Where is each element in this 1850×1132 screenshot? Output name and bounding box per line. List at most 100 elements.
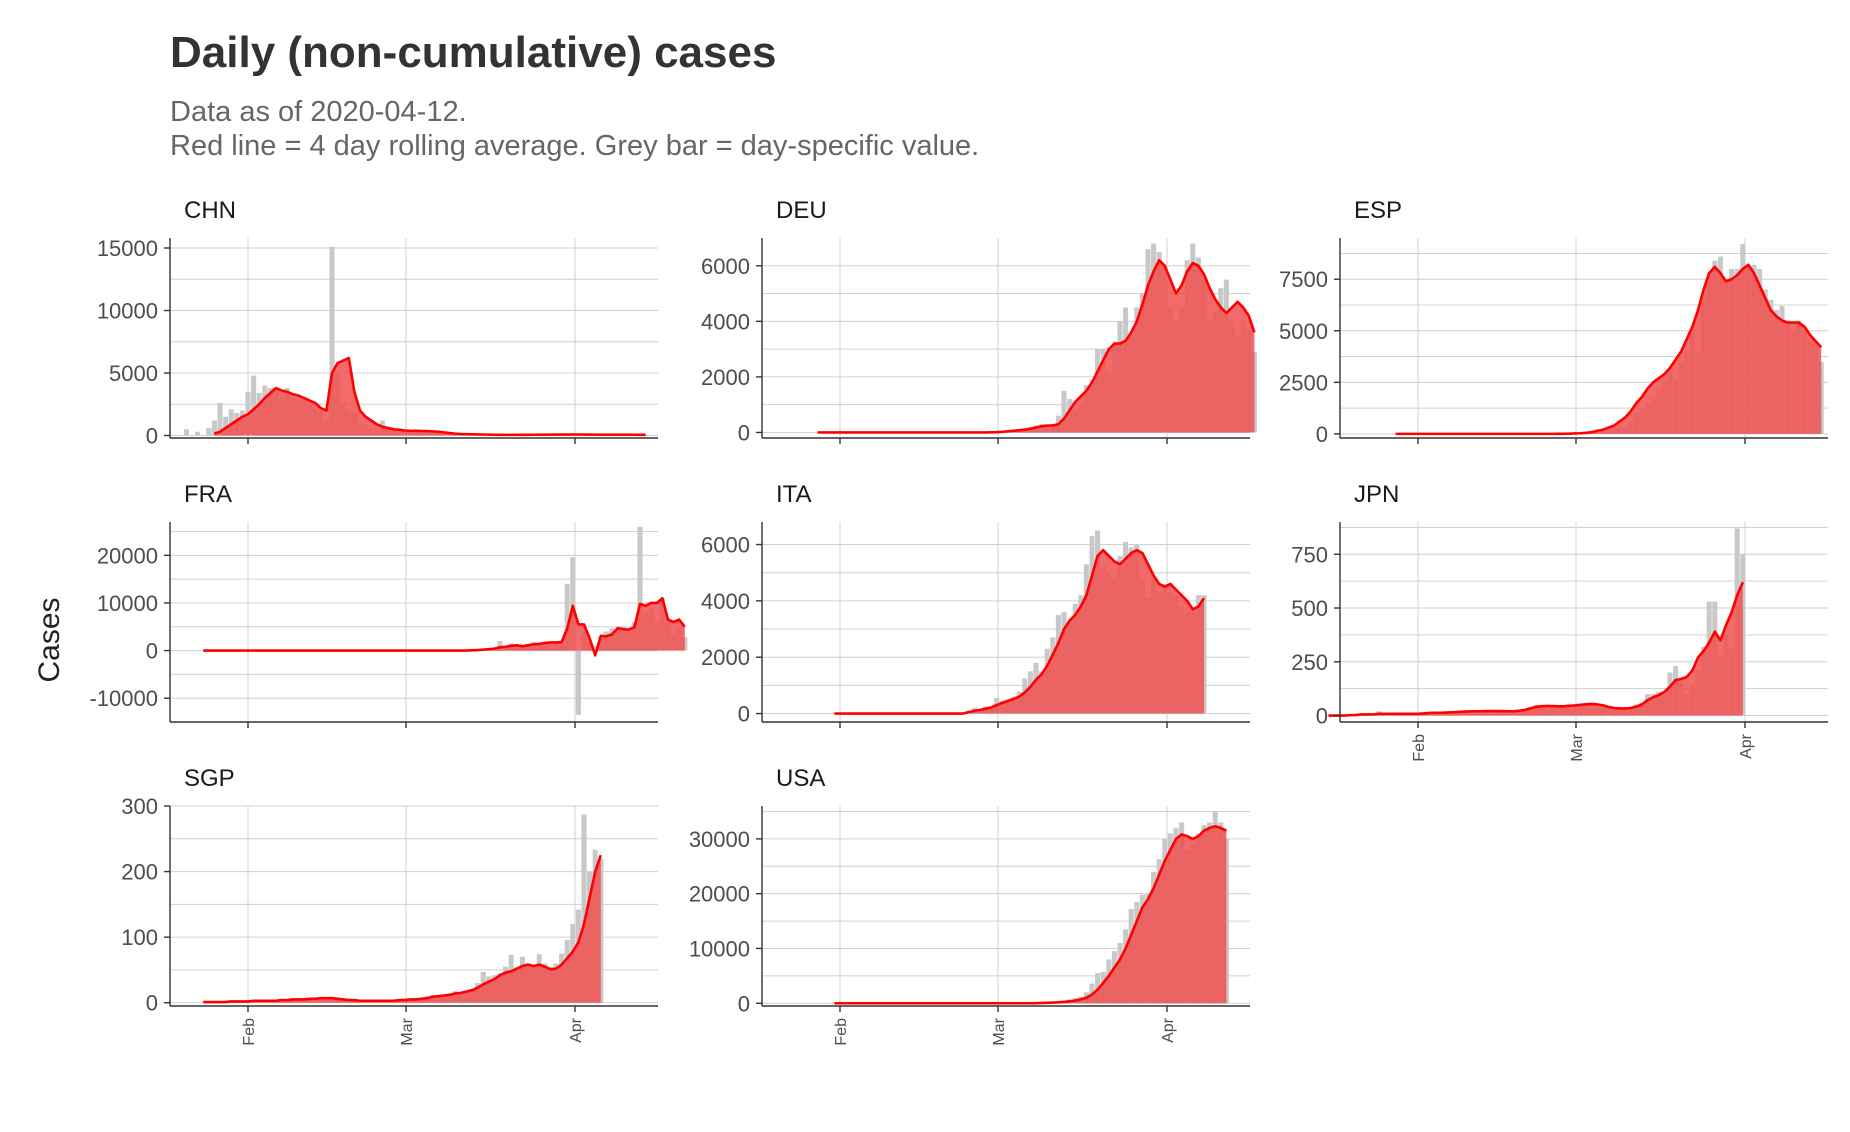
facet-label: FRA — [184, 481, 232, 508]
panel-sgp: 0 100 200 300 Feb Mar Apr SGP — [121, 765, 658, 1046]
rolling-average-area-fra — [203, 598, 685, 656]
y-tick-label: 4000 — [701, 589, 750, 614]
bar-chn-5 — [206, 428, 212, 436]
panel-deu: 0 2000 4000 6000 DEU — [701, 197, 1257, 445]
y-tick-label: 0 — [1316, 422, 1328, 447]
bar-chn-13 — [251, 375, 257, 436]
y-tick-label: 0 — [738, 991, 750, 1016]
bar-fra-66 — [570, 557, 576, 651]
y-tick-label: 0 — [146, 424, 158, 449]
y-tick-label: 2000 — [701, 365, 750, 390]
facet-label: ESP — [1354, 197, 1402, 224]
y-tick-label: 0 — [1316, 704, 1328, 729]
bar-sgp-68 — [581, 814, 587, 1003]
y-tick-label: 750 — [1291, 542, 1328, 567]
y-tick-label: 0 — [146, 639, 158, 664]
y-tick-label: 30000 — [689, 827, 750, 852]
bar-chn-1 — [183, 429, 189, 436]
x-tick-label: Apr — [1160, 1017, 1177, 1043]
facet-label: ITA — [776, 481, 812, 508]
bar-sgp-0 — [200, 1002, 206, 1003]
y-tick-label: 6000 — [701, 533, 750, 558]
y-tick-label: 7500 — [1279, 267, 1328, 292]
facet-label: SGP — [184, 765, 235, 792]
y-tick-label: 500 — [1291, 596, 1328, 621]
rolling-average-line-chn — [213, 356, 646, 437]
daily-bars — [183, 246, 649, 436]
y-tick-label: 200 — [121, 860, 158, 885]
bar-fra-86 — [682, 637, 688, 651]
rolling-average-line-jpn — [1328, 581, 1744, 717]
bar-chn-7 — [217, 403, 223, 436]
x-tick-label: Mar — [399, 1017, 416, 1045]
y-tick-label: 4000 — [701, 309, 750, 334]
rolling-average-area-deu — [817, 260, 1255, 433]
bar-chn-8 — [223, 416, 229, 436]
chart-subtitle-legend: Red line = 4 day rolling average. Grey b… — [170, 130, 980, 162]
gridlines — [170, 238, 658, 438]
bar-chn-3 — [195, 431, 201, 436]
y-tick-label: 10000 — [97, 299, 158, 324]
facet-label: JPN — [1354, 481, 1399, 508]
y-tick-label: 10000 — [689, 936, 750, 961]
bar-chn-6 — [211, 420, 217, 436]
y-tick-label: 15000 — [97, 236, 158, 261]
y-tick-label: 6000 — [701, 254, 750, 279]
y-tick-label: 0 — [738, 702, 750, 727]
bar-fra-65 — [564, 583, 570, 651]
bar-fra-67 — [575, 650, 581, 715]
bar-sgp-71 — [598, 858, 604, 1003]
x-tick-label: Feb — [1411, 734, 1428, 762]
y-tick-label: 5000 — [1279, 319, 1328, 344]
chart-title: Daily (non-cumulative) cases — [170, 28, 777, 77]
gridlines — [170, 522, 658, 722]
y-tick-label: 0 — [146, 991, 158, 1016]
y-tick-label: 0 — [738, 420, 750, 445]
facet-label: DEU — [776, 197, 827, 224]
y-tick-label: 2000 — [701, 645, 750, 670]
rolling-average-area-esp — [1395, 264, 1822, 434]
rolling-average-line-esp — [1395, 263, 1823, 436]
x-tick-label: Feb — [833, 1018, 850, 1046]
x-tick-label: Apr — [568, 1017, 585, 1043]
x-tick-label: Feb — [241, 1018, 258, 1046]
panel-chn: 0 5000 10000 15000 CHN — [97, 197, 658, 449]
panel-esp: 0 2500 5000 7500 ESP — [1279, 197, 1828, 447]
y-tick-label: 100 — [121, 925, 158, 950]
rolling-average-area-chn — [214, 358, 646, 436]
bar-fra-78 — [637, 526, 643, 651]
rolling-average-line-usa — [834, 824, 1227, 1005]
x-tick-label: Mar — [1569, 733, 1586, 761]
bar-chn-27 — [329, 246, 335, 436]
y-tick-label: 2500 — [1279, 370, 1328, 395]
facet-label: USA — [776, 765, 825, 792]
rolling-average-line-sgp — [203, 854, 603, 1004]
rolling-average-line-deu — [817, 258, 1256, 434]
bar-deu-44 — [1061, 390, 1067, 433]
x-tick-label: Apr — [1738, 733, 1755, 759]
rolling-average-area-usa — [834, 826, 1227, 1004]
y-tick-label: 20000 — [97, 543, 158, 568]
bar-chn-9 — [228, 409, 234, 436]
y-tick-label: 5000 — [109, 361, 158, 386]
panel-jpn: 0 250 500 750 Feb Mar Apr JPN — [1291, 481, 1828, 762]
bar-fra-53 — [497, 641, 503, 651]
rolling-average-area-jpn — [1328, 582, 1743, 716]
bar-fra-70 — [592, 645, 598, 651]
y-tick-label: 10000 — [97, 591, 158, 616]
y-tick-label: 20000 — [689, 882, 750, 907]
y-tick-label: 300 — [121, 794, 158, 819]
rolling-average-line-fra — [203, 596, 686, 657]
panel-ita: 0 2000 4000 6000 ITA — [701, 481, 1250, 728]
rolling-average-area-sgp — [203, 855, 601, 1003]
gridlines — [1340, 522, 1828, 722]
rolling-average-line-ita — [834, 548, 1206, 715]
facet-label: CHN — [184, 197, 236, 224]
chart-subtitle-date: Data as of 2020-04-12. — [170, 96, 467, 128]
y-tick-label: -10000 — [89, 686, 158, 711]
x-tick-label: Mar — [991, 1017, 1008, 1045]
panel-fra: -10000 0 10000 20000 FRA — [89, 481, 688, 728]
bar-esp-76 — [1818, 361, 1824, 434]
rolling-average-area-ita — [834, 550, 1204, 714]
